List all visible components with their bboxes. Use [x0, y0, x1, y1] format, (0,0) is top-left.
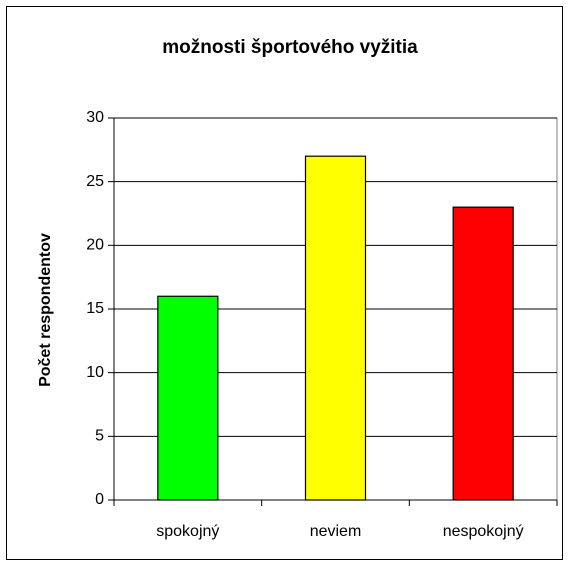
y-tick-label: 10 [86, 364, 104, 381]
y-tick-label: 15 [86, 300, 104, 317]
bar [157, 295, 219, 501]
chart-title: možnosti športového vyžitia [162, 37, 418, 58]
x-tick-label: neviem [310, 523, 362, 540]
y-tick-label: 0 [95, 491, 104, 508]
y-tick-label: 20 [86, 237, 104, 254]
y-tick-label: 30 [86, 109, 104, 126]
y-axis-label: Počet respondentov [37, 233, 54, 387]
x-tick-label: nespokojný [443, 523, 524, 540]
x-tick-label: spokojný [156, 523, 219, 540]
y-tick-label: 5 [95, 428, 104, 445]
y-tick-label: 25 [86, 173, 104, 190]
bar [452, 206, 514, 501]
bar [304, 155, 367, 501]
